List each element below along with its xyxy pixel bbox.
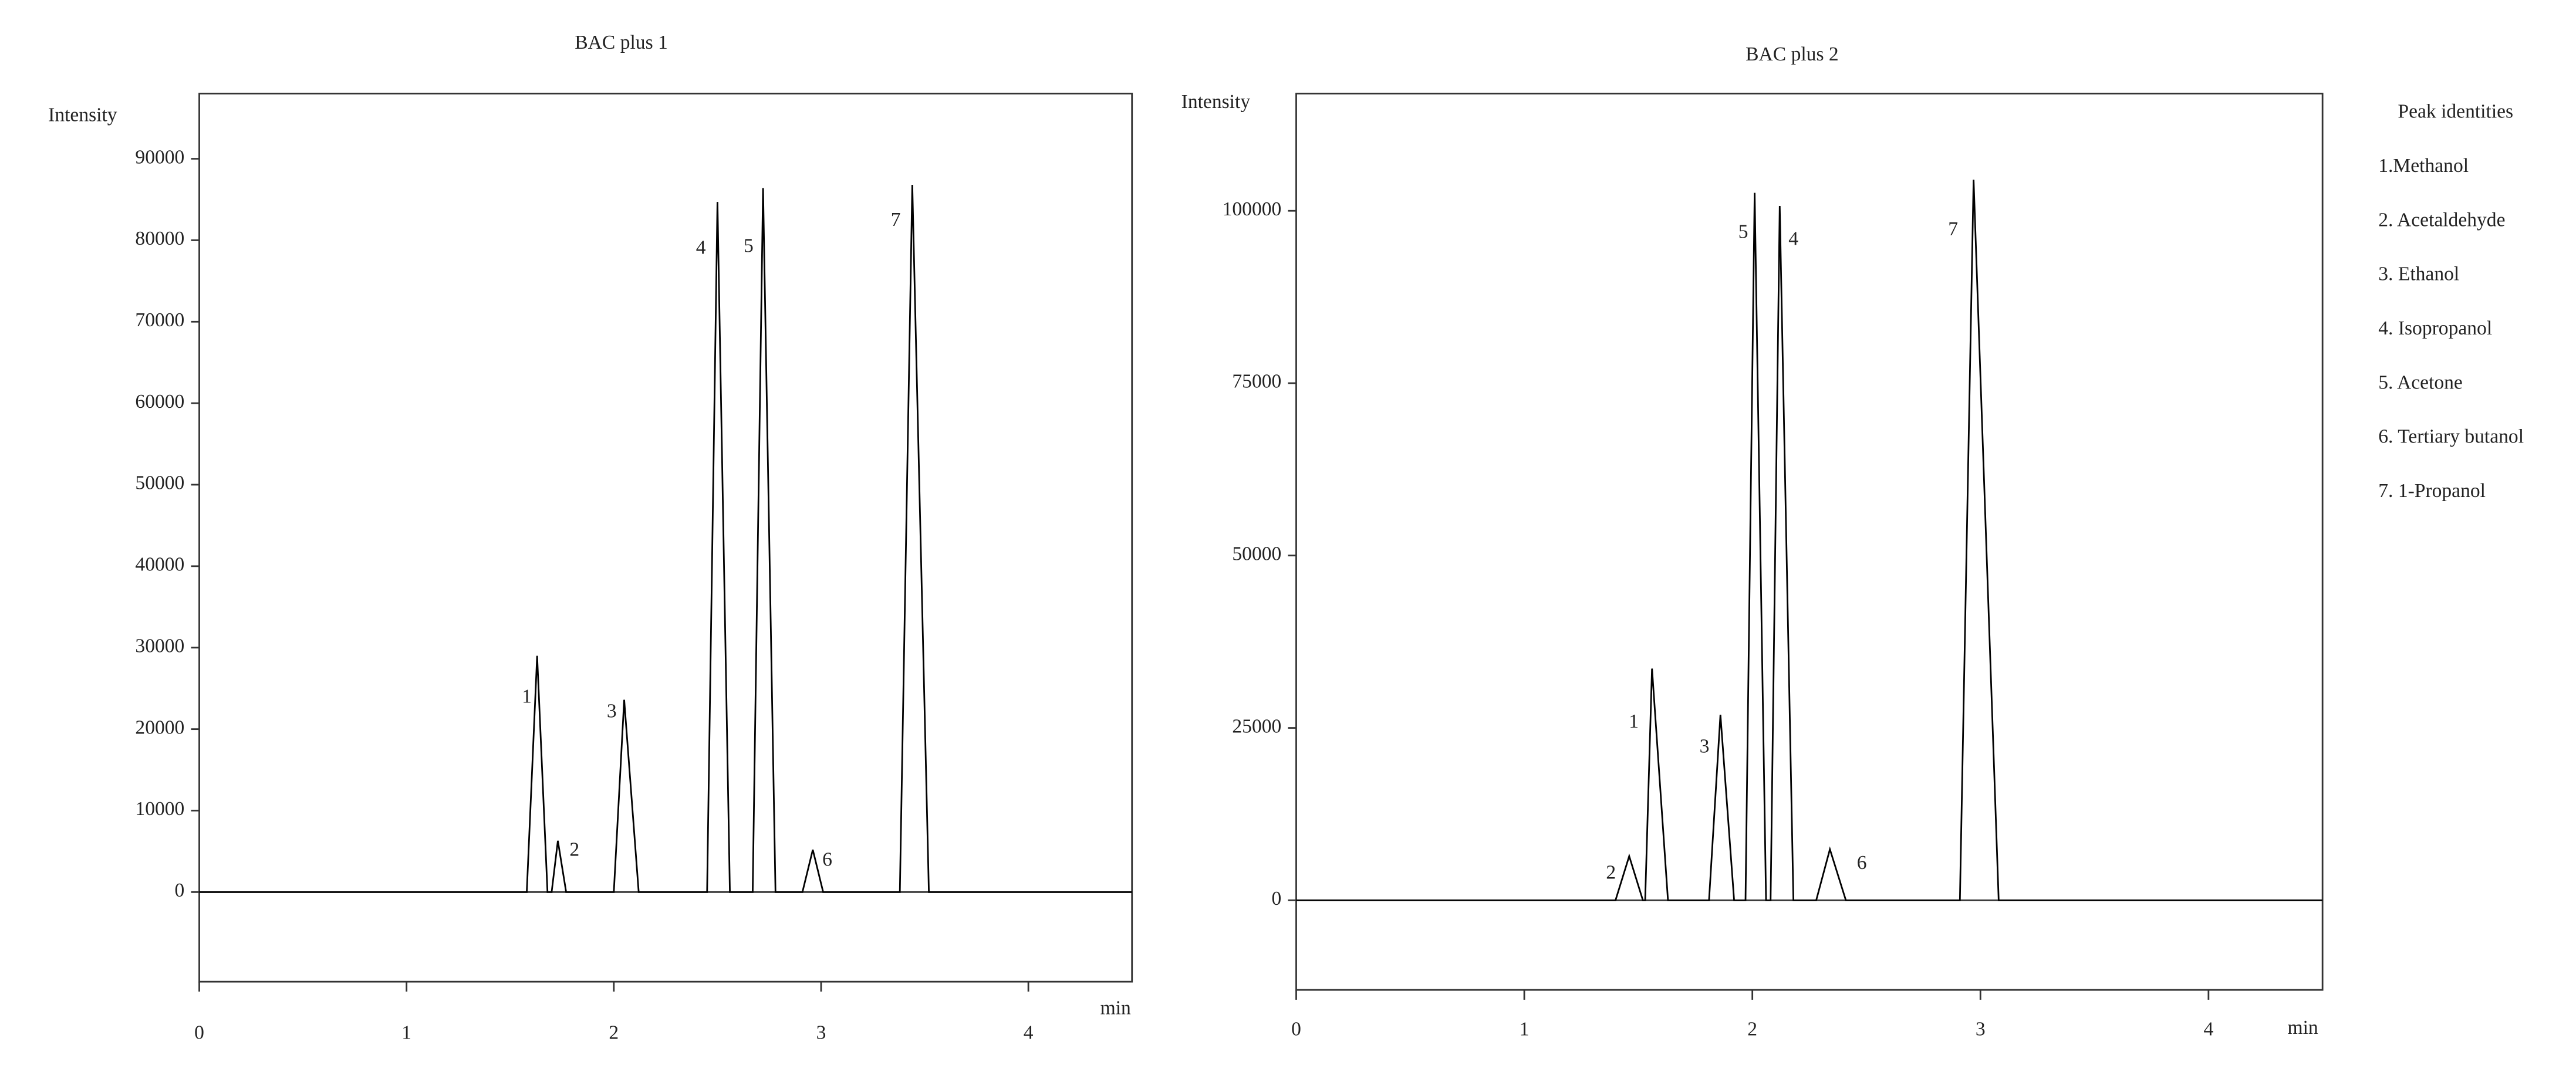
y-tick-label: 80000 bbox=[135, 228, 184, 249]
y-tick-label: 40000 bbox=[135, 554, 184, 576]
trace bbox=[1296, 180, 2323, 901]
legend-title: Peak identities bbox=[2398, 101, 2513, 123]
legend-item: 7. 1-Propanol bbox=[2378, 480, 2486, 502]
peak-label: 6 bbox=[1857, 852, 1867, 874]
x-axis-label: min bbox=[1100, 997, 1131, 1019]
peak-label: 5 bbox=[744, 235, 754, 257]
y-tick-label: 10000 bbox=[135, 798, 184, 820]
peak-label: 3 bbox=[607, 701, 617, 722]
peak-label: 3 bbox=[1700, 735, 1710, 757]
y-tick-label: 25000 bbox=[1232, 715, 1281, 737]
y-tick-label: 0 bbox=[1272, 888, 1282, 909]
legend-item: 5. Acetone bbox=[2378, 371, 2463, 393]
plot-frame bbox=[1295, 93, 2324, 991]
trace bbox=[199, 184, 1132, 893]
y-axis-label: Intensity bbox=[48, 104, 117, 126]
y-tick-label: 90000 bbox=[135, 146, 184, 168]
x-tick-label: 2 bbox=[1747, 1019, 1757, 1040]
y-tick-label: 50000 bbox=[135, 472, 184, 494]
legend-item: 2. Acetaldehyde bbox=[2378, 209, 2505, 231]
x-tick-label: 1 bbox=[401, 1022, 411, 1043]
peak-label: 1 bbox=[1629, 711, 1639, 732]
y-tick-label: 30000 bbox=[135, 635, 184, 657]
y-tick-label: 75000 bbox=[1232, 371, 1281, 393]
y-tick-label: 20000 bbox=[135, 716, 184, 738]
y-tick-label: 70000 bbox=[135, 309, 184, 331]
y-tick-label: 50000 bbox=[1232, 543, 1281, 564]
x-tick-label: 1 bbox=[1520, 1019, 1530, 1040]
legend-item: 6. Tertiary butanol bbox=[2378, 426, 2524, 448]
y-tick-label: 0 bbox=[175, 880, 185, 901]
x-tick-label: 0 bbox=[194, 1022, 204, 1043]
chart-title: BAC plus 1 bbox=[575, 32, 668, 53]
peak-label: 4 bbox=[1788, 228, 1798, 249]
y-tick-label: 100000 bbox=[1223, 198, 1282, 220]
legend-item: 1.Methanol bbox=[2378, 155, 2469, 177]
plot-frame bbox=[198, 93, 1133, 983]
y-axis-label: Intensity bbox=[1181, 91, 1251, 113]
peak-label: 2 bbox=[1606, 861, 1616, 883]
peak-label: 7 bbox=[891, 209, 901, 231]
x-tick-label: 3 bbox=[1976, 1019, 1986, 1040]
peak-label: 1 bbox=[522, 686, 532, 708]
x-tick-label: 0 bbox=[1291, 1019, 1301, 1040]
peak-label: 7 bbox=[1948, 218, 1958, 240]
peak-label: 5 bbox=[1738, 221, 1748, 243]
peak-label: 2 bbox=[569, 839, 579, 861]
x-tick-label: 3 bbox=[816, 1022, 826, 1043]
x-tick-label: 4 bbox=[2203, 1019, 2213, 1040]
peak-label: 4 bbox=[696, 236, 706, 258]
legend-item: 3. Ethanol bbox=[2378, 263, 2459, 285]
chart-title: BAC plus 2 bbox=[1746, 43, 1839, 65]
x-tick-label: 4 bbox=[1024, 1022, 1034, 1043]
peak-label: 6 bbox=[822, 848, 832, 870]
x-tick-label: 2 bbox=[609, 1022, 619, 1043]
legend-item: 4. Isopropanol bbox=[2378, 317, 2492, 339]
y-tick-label: 60000 bbox=[135, 391, 184, 412]
x-axis-label: min bbox=[2287, 1017, 2318, 1039]
